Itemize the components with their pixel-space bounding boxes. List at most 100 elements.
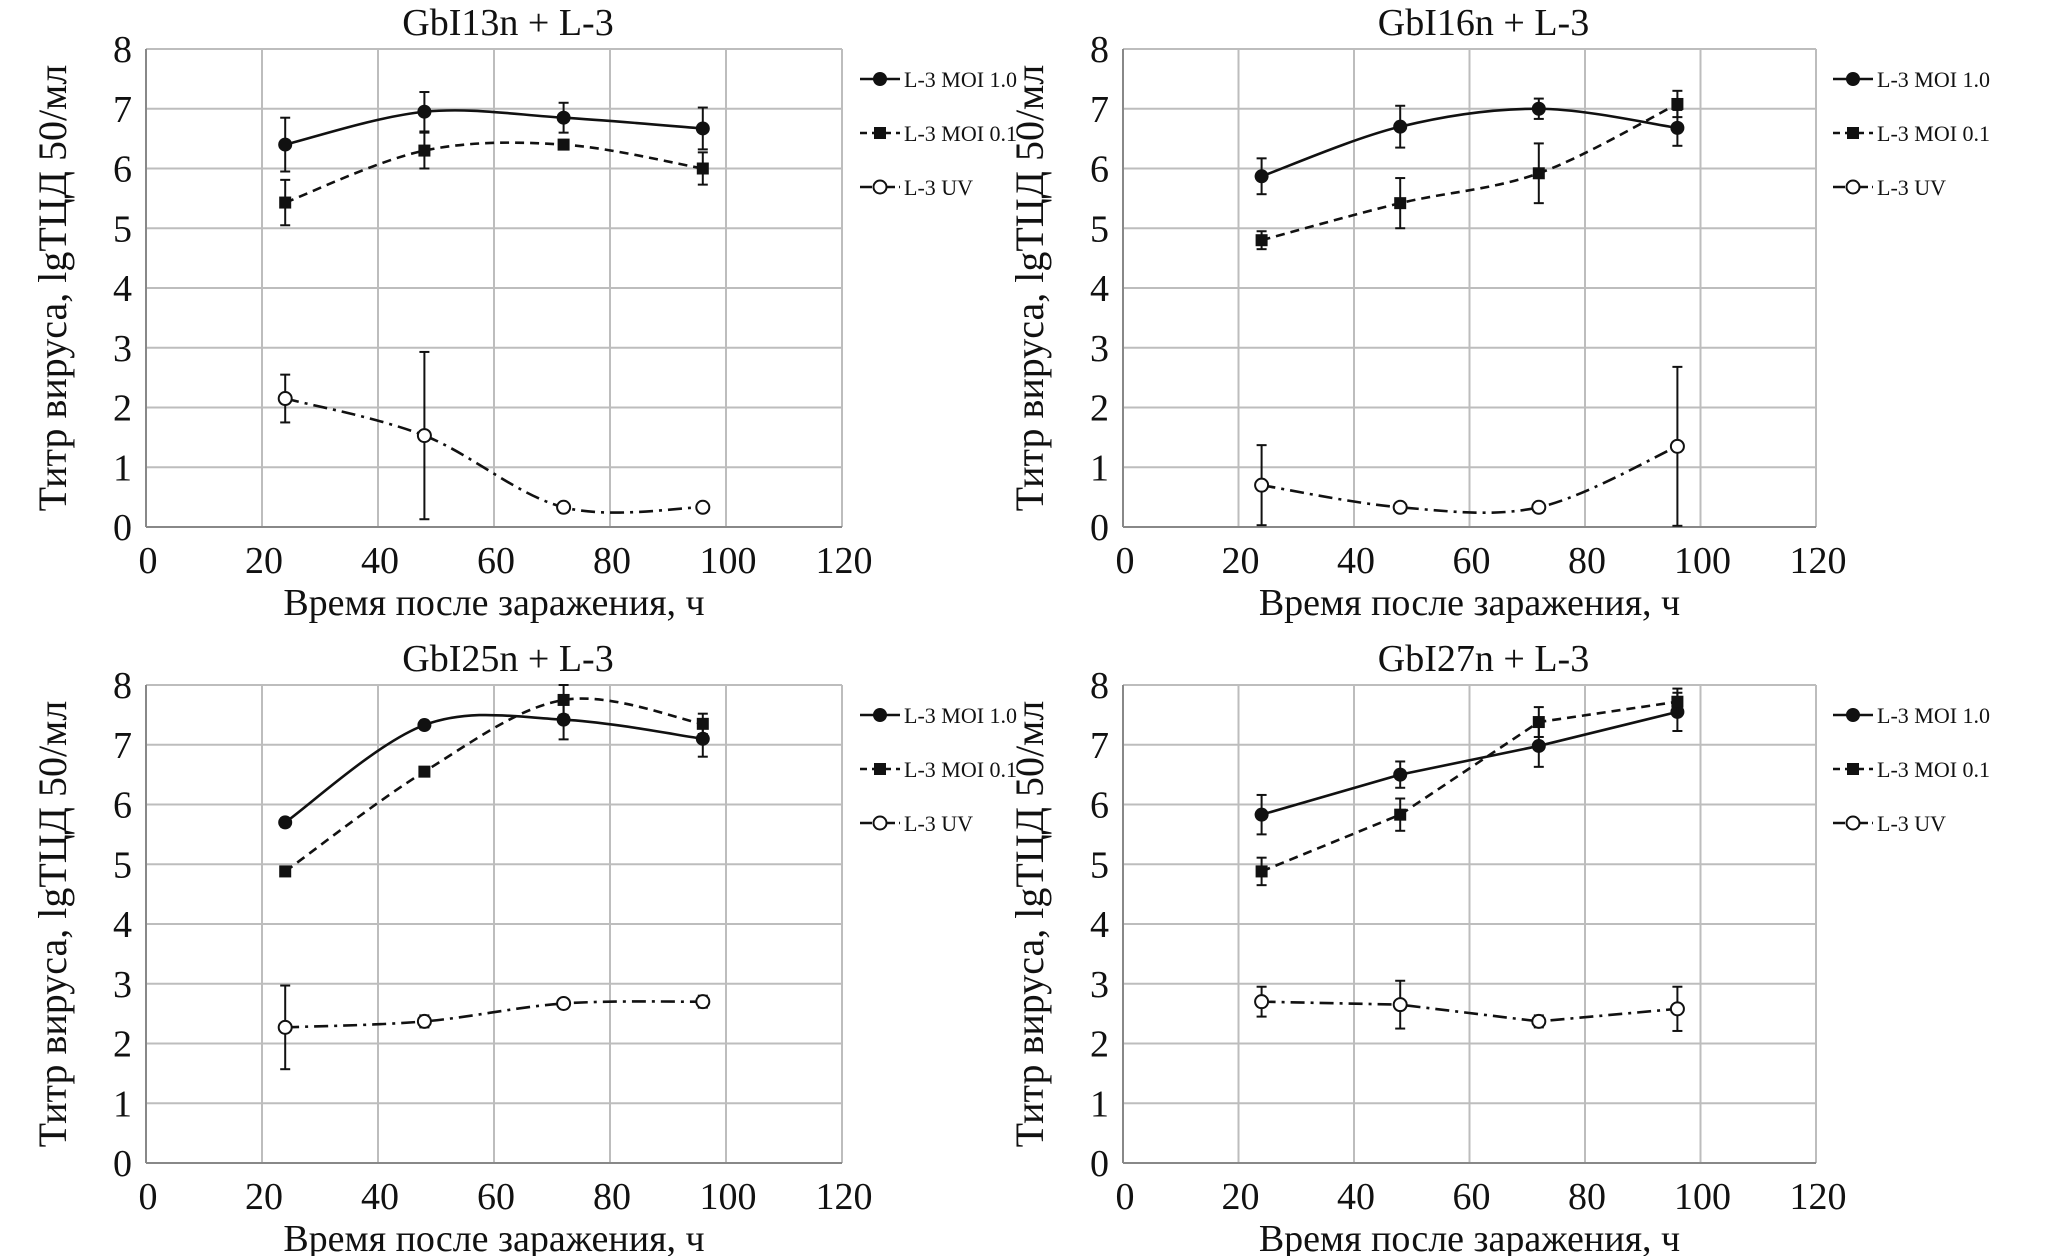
y-axis-title: Титр вируса, lgТЦД 50/мл: [30, 65, 75, 512]
data-point: [695, 731, 710, 746]
series-line: [284, 141, 704, 204]
legend-label: L-3 MOI 0.1: [904, 757, 1017, 782]
legend-marker: [874, 127, 886, 139]
y-tick-label: 8: [1090, 29, 1109, 71]
legend-item: L-3 MOI 0.1: [1833, 757, 1990, 782]
data-point: [416, 1013, 432, 1029]
y-tick-label: 8: [113, 665, 132, 707]
data-point: [1531, 101, 1546, 116]
y-tick-label: 0: [113, 507, 132, 549]
series-line: [1261, 445, 1678, 515]
legend-marker: [1847, 127, 1859, 139]
chart-title: GbI16n + L-3: [1378, 2, 1589, 44]
x-tick-label: 60: [477, 540, 515, 582]
y-tick-label: 4: [1090, 268, 1109, 310]
legend-marker: [872, 179, 888, 195]
data-point: [277, 1019, 293, 1035]
data-point: [556, 499, 572, 515]
legend-marker: [1845, 815, 1861, 831]
x-tick-label: 20: [245, 540, 283, 582]
series-l-3-uv: [1254, 365, 1685, 527]
series-l-3-moi-1-0: [278, 91, 710, 173]
data-point: [1254, 169, 1269, 184]
series-line: [284, 109, 703, 146]
data-point: [1671, 695, 1684, 708]
x-axis-title: Время после заражения, ч: [1259, 1218, 1680, 1256]
legend-item: L-3 MOI 0.1: [1833, 121, 1990, 146]
y-tick-label: 4: [1090, 904, 1109, 946]
series-l-3-uv: [1254, 979, 1685, 1032]
x-tick-label: 60: [1453, 540, 1491, 582]
legend-item: L-3 UV: [1833, 175, 1946, 200]
y-tick-label: 5: [1090, 208, 1109, 250]
x-tick-label: 100: [700, 540, 757, 582]
legend-item: L-3 MOI 1.0: [1833, 67, 1990, 92]
y-tick-label: 7: [113, 89, 132, 131]
legend-marker: [873, 72, 887, 86]
x-tick-label: 0: [139, 540, 158, 582]
series-line: [284, 397, 703, 514]
x-tick-label: 40: [361, 1176, 399, 1218]
x-tick-label: 0: [1116, 1176, 1135, 1218]
y-tick-label: 5: [113, 208, 132, 250]
legend-label: L-3 MOI 1.0: [904, 67, 1017, 92]
legend-item: L-3 UV: [1833, 811, 1946, 836]
data-point: [695, 994, 711, 1010]
data-point: [695, 121, 710, 136]
series-l-3-moi-0-1: [1255, 687, 1684, 887]
x-axis-title: Время после заражения, ч: [283, 1218, 704, 1256]
legend-label: L-3 UV: [1877, 811, 1946, 836]
y-tick-label: 2: [113, 1024, 132, 1066]
series-l-3-moi-1-0: [1254, 97, 1685, 196]
data-point: [556, 995, 572, 1011]
data-point: [1255, 865, 1268, 878]
data-point: [1394, 808, 1407, 821]
data-point: [417, 718, 432, 733]
y-tick-label: 0: [1090, 1143, 1109, 1185]
y-axis-title: Титр вируса, lgТЦД 50/мл: [1007, 65, 1052, 512]
legend-item: L-3 UV: [860, 811, 973, 836]
series-line: [284, 697, 704, 873]
y-tick-label: 5: [113, 844, 132, 886]
series-l-3-uv: [277, 350, 711, 521]
data-point: [418, 144, 431, 157]
data-point: [696, 162, 709, 175]
legend-label: L-3 MOI 1.0: [1877, 67, 1990, 92]
legend-label: L-3 MOI 1.0: [1877, 703, 1990, 728]
data-point: [556, 712, 571, 727]
y-tick-label: 1: [113, 1083, 132, 1125]
data-point: [1532, 167, 1545, 180]
x-tick-label: 20: [1222, 1176, 1260, 1218]
data-point: [1392, 997, 1408, 1013]
data-point: [1254, 477, 1270, 493]
y-tick-label: 1: [113, 447, 132, 489]
data-point: [417, 104, 432, 119]
x-tick-label: 100: [1674, 1176, 1731, 1218]
y-tick-label: 5: [1090, 844, 1109, 886]
series-l-3-moi-0-1: [279, 684, 709, 878]
legend-label: L-3 MOI 0.1: [1877, 121, 1990, 146]
y-tick-label: 6: [1090, 149, 1109, 191]
data-point: [279, 196, 292, 209]
legend-label: L-3 MOI 1.0: [904, 703, 1017, 728]
data-point: [1671, 97, 1684, 110]
x-tick-label: 20: [245, 1176, 283, 1218]
y-tick-label: 7: [1090, 725, 1109, 767]
data-point: [1254, 807, 1269, 822]
legend-item: L-3 MOI 0.1: [860, 757, 1017, 782]
y-tick-label: 6: [1090, 785, 1109, 827]
y-tick-label: 1: [1090, 447, 1109, 489]
legend-label: L-3 UV: [904, 175, 973, 200]
x-tick-label: 100: [700, 1176, 757, 1218]
data-point: [418, 765, 431, 778]
y-tick-label: 6: [113, 149, 132, 191]
y-axis-title: Титр вируса, lgТЦД 50/мл: [30, 701, 75, 1148]
data-point: [1531, 499, 1547, 515]
x-tick-label: 80: [1568, 540, 1606, 582]
data-point: [557, 693, 570, 706]
